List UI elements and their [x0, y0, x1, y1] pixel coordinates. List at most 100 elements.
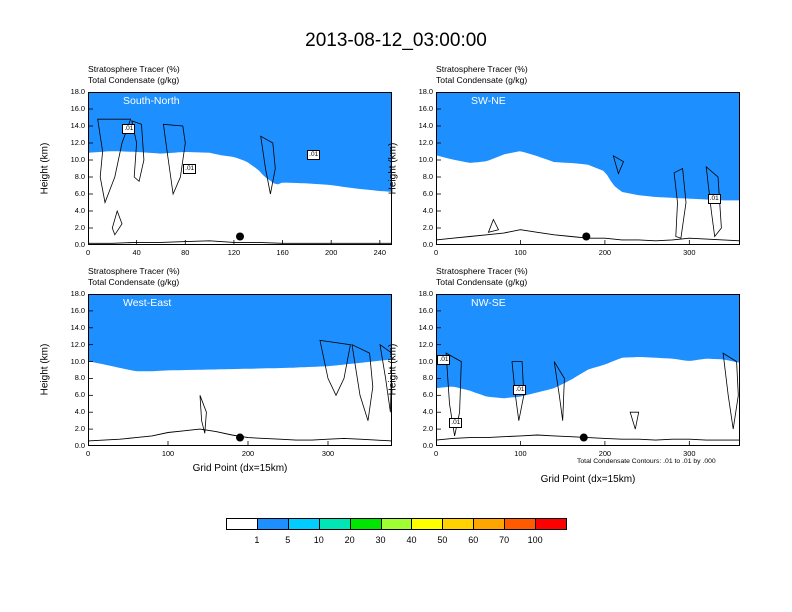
colorbar-swatch — [442, 518, 475, 530]
y-tick-label: 6.0 — [422, 390, 433, 400]
colorbar-label: 40 — [406, 535, 417, 545]
condensate-contour — [260, 135, 276, 195]
condensate-contour — [97, 118, 132, 204]
condensate-contour — [111, 209, 123, 236]
condensate-contour — [673, 167, 687, 239]
colorbar-swatch — [473, 518, 506, 530]
colorbar-swatch — [318, 518, 351, 530]
colorbar-label: 70 — [499, 535, 510, 545]
panel-label-tracer: Stratosphere Tracer (%) — [436, 64, 528, 74]
contour-label: .01 — [707, 194, 721, 205]
colorbar-swatch — [380, 518, 413, 530]
contour-label: .01 — [183, 163, 197, 174]
y-tick-label: 2.0 — [74, 223, 85, 232]
x-axis-label: Grid Point (dx=15km) — [192, 463, 288, 474]
condensate-contour — [487, 218, 500, 233]
y-tick-label: 4.0 — [422, 206, 433, 215]
y-tick-label: 2.0 — [74, 424, 85, 434]
y-tick-label: 8.0 — [74, 373, 85, 383]
condensate-contour — [553, 361, 565, 421]
y-tick-label: 2.0 — [422, 424, 433, 434]
colorbar-label: 60 — [468, 535, 479, 545]
y-tick-label: 0.0 — [74, 441, 85, 450]
x-tick-label: 160 — [276, 248, 289, 257]
y-tick-label: 4.0 — [74, 407, 85, 417]
terrain-line — [88, 240, 392, 244]
region-name: SW-NE — [471, 95, 506, 107]
x-tick-label: 300 — [683, 248, 696, 257]
y-tick-label: 4.0 — [74, 206, 85, 215]
contour-label: .01 — [437, 354, 451, 365]
y-axis-label: Height (km) — [39, 343, 51, 396]
y-tick-label: 10.0 — [418, 155, 433, 164]
x-tick-label: 120 — [227, 248, 241, 257]
plot-area — [436, 92, 740, 245]
tracer-band-1 — [436, 92, 740, 201]
x-tick-label: 100 — [161, 449, 175, 458]
region-name: NW-SE — [471, 297, 506, 309]
contour-label: .01 — [122, 124, 136, 135]
panel-label-tracer: Stratosphere Tracer (%) — [88, 64, 180, 74]
plot-area — [88, 92, 392, 245]
y-tick-label: 14.0 — [418, 322, 433, 332]
x-tick-label: 200 — [241, 449, 255, 458]
y-axis-label: Height (km) — [387, 343, 399, 396]
panel-label-tracer: Stratosphere Tracer (%) — [88, 266, 180, 276]
x-tick-label: 240 — [373, 248, 386, 257]
x-tick-label: 0 — [85, 449, 91, 458]
y-tick-label: 2.0 — [422, 223, 433, 232]
y-tick-label: 4.0 — [422, 407, 433, 417]
plot-frame — [436, 294, 740, 446]
colorbar-swatch — [504, 518, 537, 530]
colorbar-swatch — [535, 518, 567, 530]
condensate-contour — [351, 344, 374, 421]
y-tick-label: 0.0 — [422, 240, 433, 249]
condensate-contour — [199, 395, 207, 434]
condensate-contour — [379, 343, 392, 413]
condensate-contour — [612, 154, 625, 175]
colorbar-label: 30 — [375, 535, 386, 545]
y-tick-label: 14.0 — [418, 121, 433, 130]
colorbar-label: 5 — [285, 535, 291, 545]
y-tick-label: 12.0 — [70, 339, 85, 349]
tracer-band-1 — [88, 92, 392, 192]
x-tick-label: 0 — [433, 449, 439, 458]
colorbar-label: 20 — [344, 535, 355, 545]
condensate-contour — [162, 123, 186, 196]
x-tick-label: 300 — [321, 449, 335, 458]
contour-label: .01 — [513, 385, 527, 396]
location-marker — [236, 433, 244, 442]
colorbar-swatch — [226, 518, 258, 530]
y-axis-label: Height (km) — [387, 142, 399, 194]
x-tick-label: 0 — [85, 248, 91, 257]
y-tick-label: 16.0 — [70, 305, 85, 315]
x-tick-label: 200 — [598, 248, 612, 257]
panel-label-condensate: Total Condensate (g/kg) — [88, 75, 180, 85]
main-title: 2013-08-12_03:00:00 — [305, 30, 487, 51]
y-tick-label: 16.0 — [418, 104, 433, 113]
x-tick-label: 40 — [132, 248, 141, 257]
x-tick-label: 200 — [325, 248, 338, 257]
x-axis-label: Grid Point (dx=15km) — [540, 474, 636, 485]
y-tick-label: 18.0 — [418, 87, 433, 96]
x-tick-label: 200 — [598, 449, 612, 458]
panel-label-condensate: Total Condensate (g/kg) — [88, 277, 180, 287]
y-axis-label: Height (km) — [39, 142, 51, 194]
y-tick-label: 12.0 — [418, 339, 433, 349]
y-tick-label: 6.0 — [74, 390, 85, 400]
x-tick-label: 0 — [433, 248, 439, 257]
x-tick-label: 100 — [514, 449, 527, 458]
location-marker — [579, 433, 588, 442]
y-tick-label: 18.0 — [418, 289, 433, 298]
contour-label: .01 — [449, 418, 463, 429]
y-tick-label: 10.0 — [418, 356, 433, 366]
y-tick-label: 14.0 — [70, 322, 85, 332]
condensate-contour — [319, 339, 351, 397]
y-tick-label: 6.0 — [422, 189, 433, 198]
y-tick-label: 8.0 — [422, 172, 433, 181]
plot-frame — [436, 92, 740, 245]
location-marker — [582, 232, 591, 241]
plot-area — [88, 294, 392, 446]
y-tick-label: 18.0 — [70, 87, 85, 96]
y-tick-label: 6.0 — [74, 189, 85, 198]
